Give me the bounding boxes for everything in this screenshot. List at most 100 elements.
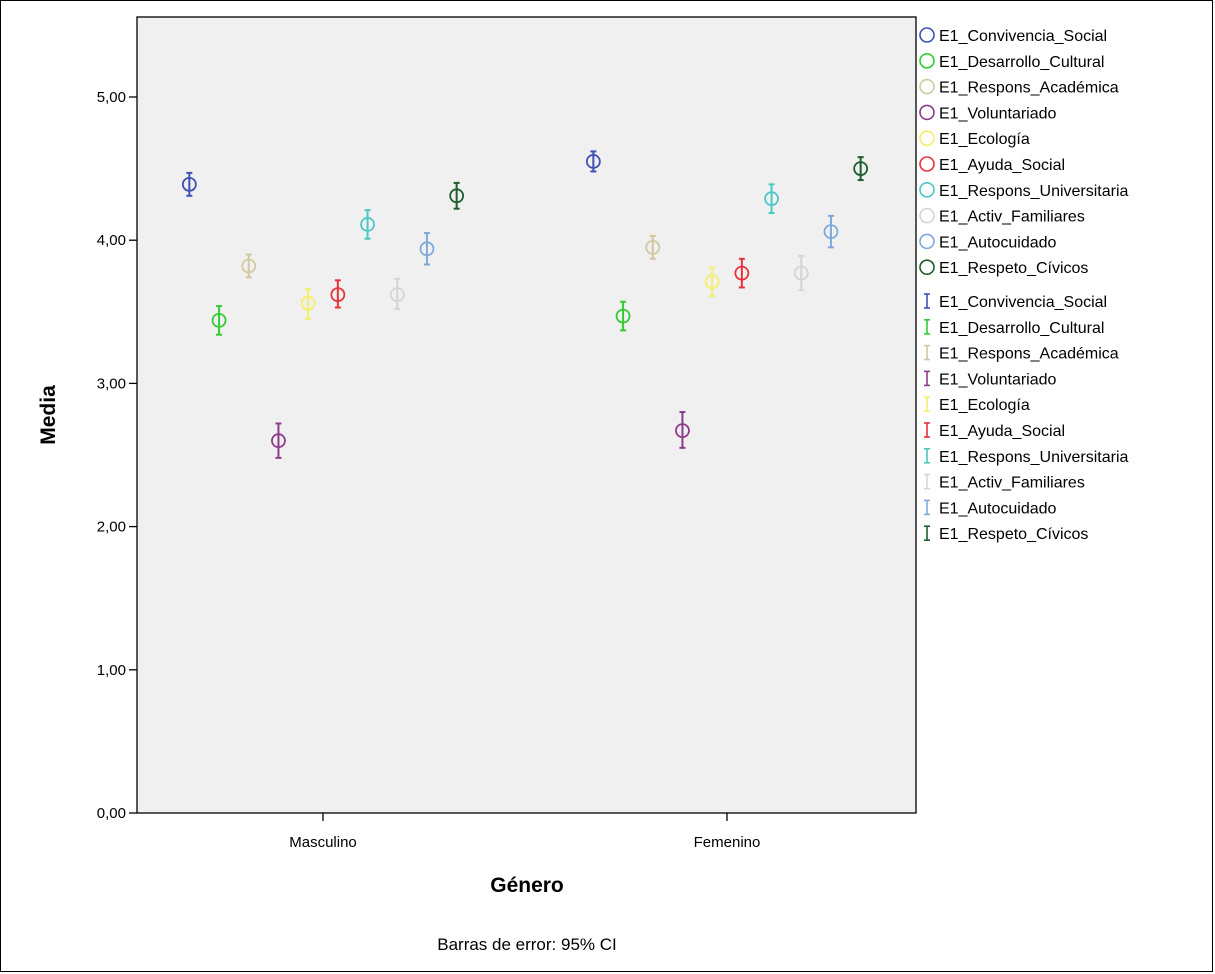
error-bar-point (211, 305, 227, 336)
error-bar-point (330, 279, 346, 309)
legend-label: E1_Activ_Familiares (939, 209, 1085, 226)
legend-entry-marker: E1_Respeto_Cívicos (919, 259, 1088, 277)
y-tick-label: 1,00 (97, 662, 126, 679)
legend-entry-errorbar: E1_Respeto_Cívicos (924, 525, 1088, 543)
legend-entry-marker: E1_Respons_Académica (919, 78, 1119, 97)
x-tick-label: Femenino (694, 834, 761, 851)
legend-label: E1_Ayuda_Social (939, 423, 1065, 440)
legend-entry-errorbar: E1_Autocuidado (924, 499, 1057, 517)
error-bar-point (793, 254, 809, 292)
mean-marker (241, 258, 257, 274)
error-bar-point (645, 234, 661, 260)
legend-label: E1_Respeto_Cívicos (939, 526, 1088, 543)
error-bar-point (300, 287, 316, 320)
legend-circle-icon (919, 104, 935, 121)
mean-marker (419, 241, 435, 257)
mean-marker (300, 295, 316, 311)
legend-entry-marker: E1_Ecología (919, 130, 1030, 148)
error-bar-point (241, 253, 257, 279)
y-axis: 0,00 1,00 2,00 3,00 4,00 5,00 (97, 89, 137, 822)
legend-label: E1_Ecología (939, 397, 1030, 414)
legend-label: E1_Respons_Académica (939, 80, 1119, 97)
legend-entry-errorbar: E1_Respons_Académica (924, 344, 1119, 363)
y-tick-label: 5,00 (97, 89, 126, 106)
legend-circle-icon (919, 233, 935, 250)
legend-entry-marker: E1_Ayuda_Social (919, 156, 1065, 174)
error-bar-point (853, 156, 869, 182)
legend: E1_Convivencia_Social E1_Desarrollo_Cultu… (919, 27, 1129, 543)
legend-circle-icon (919, 130, 935, 146)
error-bar-point (585, 150, 601, 173)
legend-label: E1_Desarrollo_Cultural (939, 320, 1104, 337)
legend-entry-errorbar: E1_Activ_Familiares (924, 473, 1085, 492)
legend-circle-icon (919, 182, 935, 198)
legend-entry-errorbar: E1_Ayuda_Social (924, 422, 1065, 440)
error-bar-note: Barras de error: 95% CI (437, 935, 617, 954)
legend-entry-errorbar: E1_Ecología (924, 396, 1030, 414)
legend-label: E1_Respons_Universitaria (939, 183, 1129, 200)
y-tick-label: 4,00 (97, 232, 126, 249)
mean-marker (271, 433, 286, 449)
legend-label: E1_Respeto_Cívicos (939, 260, 1088, 277)
mean-marker (853, 161, 869, 177)
legend-circle-icon (919, 52, 935, 69)
mean-marker (330, 287, 346, 303)
mean-marker (734, 265, 750, 281)
error-bar-point (823, 214, 839, 249)
legend-label: E1_Respons_Universitaria (939, 449, 1129, 466)
mean-marker (389, 287, 405, 303)
mean-marker (793, 265, 809, 281)
error-bar-point (181, 171, 197, 197)
legend-entry-marker: E1_Voluntariado (919, 104, 1057, 122)
mean-marker (704, 274, 720, 290)
plot-area (136, 16, 917, 814)
legend-label: E1_Convivencia_Social (939, 28, 1107, 45)
legend-entry-errorbar: E1_Respons_Universitaria (924, 447, 1129, 466)
legend-entry-marker: E1_Autocuidado (919, 233, 1057, 251)
legend-label: E1_Autocuidado (939, 500, 1057, 517)
mean-marker (823, 224, 839, 240)
legend-entry-errorbar: E1_Desarrollo_Cultural (924, 318, 1104, 337)
mean-marker (181, 176, 197, 192)
legend-entry-errorbar: E1_Convivencia_Social (924, 293, 1107, 311)
legend-label: E1_Autocuidado (939, 234, 1057, 251)
legend-label: E1_Desarrollo_Cultural (939, 54, 1104, 71)
y-tick-label: 2,00 (97, 519, 126, 536)
legend-entry-errorbar: E1_Voluntariado (924, 370, 1057, 388)
legend-circle-icon (919, 27, 935, 43)
error-bar-point (271, 422, 286, 459)
legend-circle-icon (919, 207, 935, 224)
data-marks (181, 150, 869, 459)
error-bar-point (734, 257, 750, 289)
error-bar-point (389, 277, 405, 310)
y-axis-title: Media (37, 385, 60, 445)
mean-marker (360, 217, 375, 232)
mean-marker (585, 154, 601, 169)
legend-label: E1_Activ_Familiares (939, 475, 1085, 492)
legend-circle-icon (919, 259, 935, 276)
legend-circle-icon (919, 156, 935, 172)
error-bar-point (360, 209, 375, 240)
x-axis: Masculino Femenino (289, 813, 760, 851)
mean-marker (764, 191, 779, 207)
error-bar-point (675, 411, 690, 449)
error-bar-point (704, 266, 720, 298)
y-tick-label: 0,00 (97, 805, 126, 822)
legend-entry-marker: E1_Desarrollo_Cultural (919, 52, 1104, 71)
error-bar-point (764, 183, 779, 214)
x-tick-label: Masculino (289, 834, 357, 851)
x-axis-title: Género (490, 874, 564, 897)
y-tick-label: 3,00 (97, 375, 126, 392)
legend-label: E1_Ayuda_Social (939, 157, 1065, 174)
legend-entry-marker: E1_Convivencia_Social (919, 27, 1107, 45)
error-bar-point (419, 232, 435, 266)
legend-circle-icon (919, 78, 935, 95)
mean-marker (449, 188, 465, 204)
legend-label: E1_Ecología (939, 131, 1030, 148)
mean-marker (675, 423, 690, 439)
mean-marker (615, 308, 631, 324)
legend-label: E1_Respons_Académica (939, 346, 1119, 363)
legend-label: E1_Convivencia_Social (939, 294, 1107, 311)
